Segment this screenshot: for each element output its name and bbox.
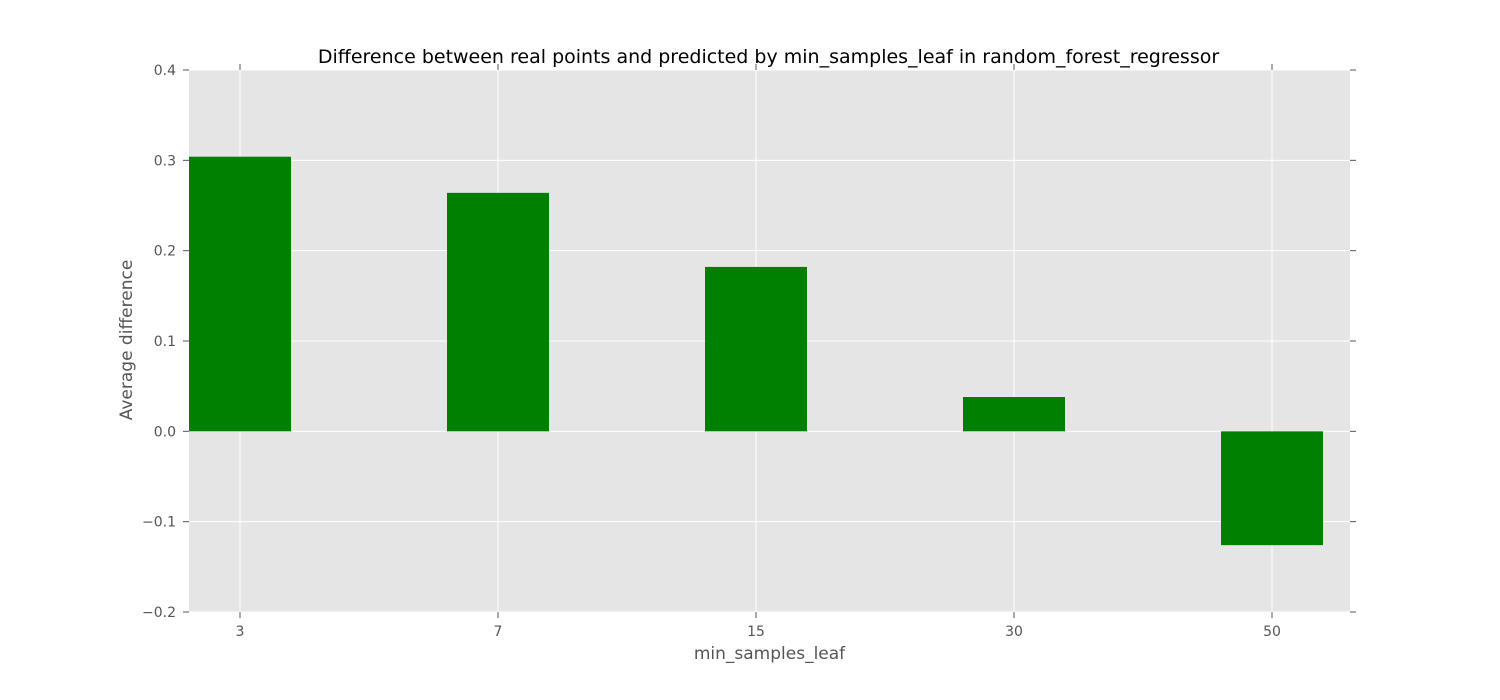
- x-axis-label: min_samples_leaf: [694, 644, 846, 664]
- bar: [963, 397, 1065, 432]
- bar: [189, 156, 291, 432]
- bar: [1221, 431, 1323, 546]
- axis-ticks: [183, 64, 1356, 618]
- x-tick-label: 30: [1005, 624, 1023, 640]
- bar: [705, 266, 807, 432]
- bars: [189, 156, 1323, 546]
- y-tick-label: 0.3: [154, 153, 176, 169]
- y-tick-label: 0.0: [154, 424, 176, 440]
- bar: [447, 192, 549, 432]
- x-tick-label: 15: [747, 624, 765, 640]
- x-tick-label: 50: [1263, 624, 1281, 640]
- y-tick-labels: 0.4 0.3 0.2 0.1 0.0 −0.1 −0.2: [142, 63, 176, 621]
- y-tick-label: 0.4: [154, 63, 176, 79]
- x-tick-label: 3: [236, 624, 245, 640]
- y-tick-label: −0.1: [142, 515, 176, 531]
- y-tick-label: 0.1: [154, 334, 176, 350]
- chart-title: Difference between real points and predi…: [318, 46, 1220, 68]
- y-axis-label: Average difference: [117, 260, 137, 421]
- x-tick-label: 7: [494, 624, 503, 640]
- y-tick-label: −0.2: [142, 605, 176, 621]
- y-tick-label: 0.2: [154, 244, 176, 260]
- x-tick-labels: 3 7 15 30 50: [236, 624, 1281, 640]
